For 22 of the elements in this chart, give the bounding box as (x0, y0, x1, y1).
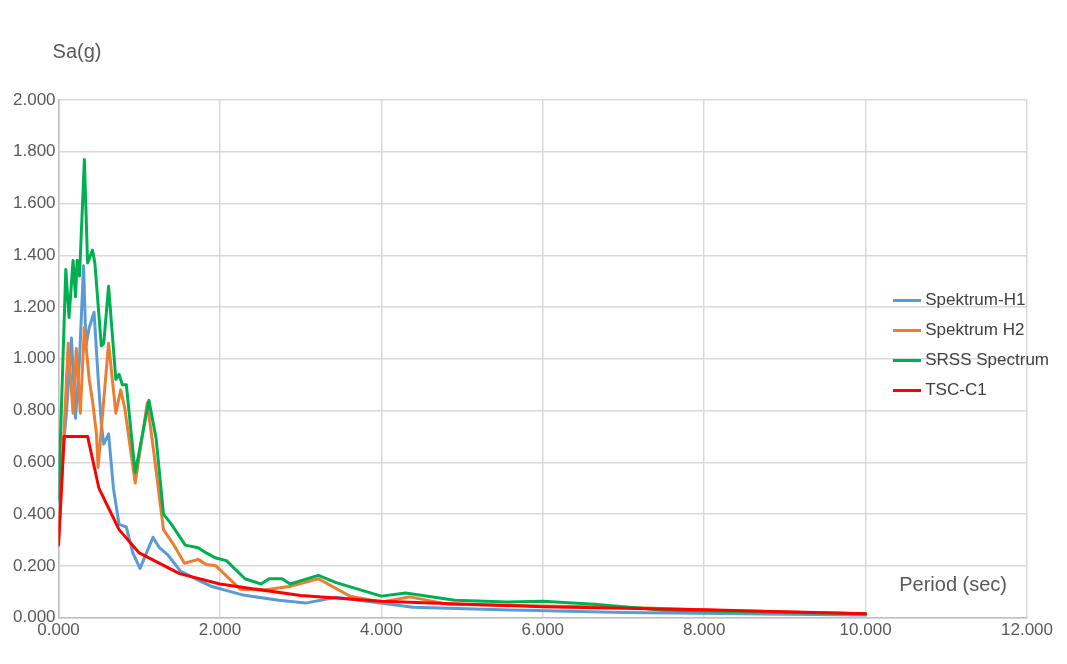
y-tick-label: 1.600 (12, 193, 56, 213)
legend-label: Spektrum-H1 (925, 290, 1026, 310)
y-tick-label: 0.800 (12, 400, 56, 420)
y-tick-label: 2.000 (12, 89, 56, 109)
y-tick-label: 1.200 (12, 296, 56, 316)
x-tick-label: 8.000 (682, 620, 726, 640)
y-tick-label: 1.400 (12, 244, 56, 264)
x-tick-label: 6.000 (521, 620, 565, 640)
x-axis-title: Period (sec) (899, 573, 1007, 596)
y-tick-label: 1.000 (12, 348, 56, 368)
y-tick-label: 0.400 (12, 503, 56, 523)
legend-label: SRSS Spectrum (925, 350, 1049, 370)
x-tick-label: 4.000 (360, 620, 403, 640)
legend-label: TSC-C1 (925, 380, 987, 400)
x-tick-label: 12.000 (1001, 620, 1053, 640)
y-tick-label: 1.800 (12, 141, 56, 161)
y-tick-label: 0.600 (12, 452, 56, 472)
y-tick-label: 0.200 (12, 555, 56, 575)
legend-label: Spektrum H2 (925, 320, 1025, 340)
y-axis-title: Sa(g) (52, 39, 102, 62)
x-tick-label: 10.000 (839, 620, 892, 640)
x-tick-label: 2.000 (198, 620, 242, 640)
